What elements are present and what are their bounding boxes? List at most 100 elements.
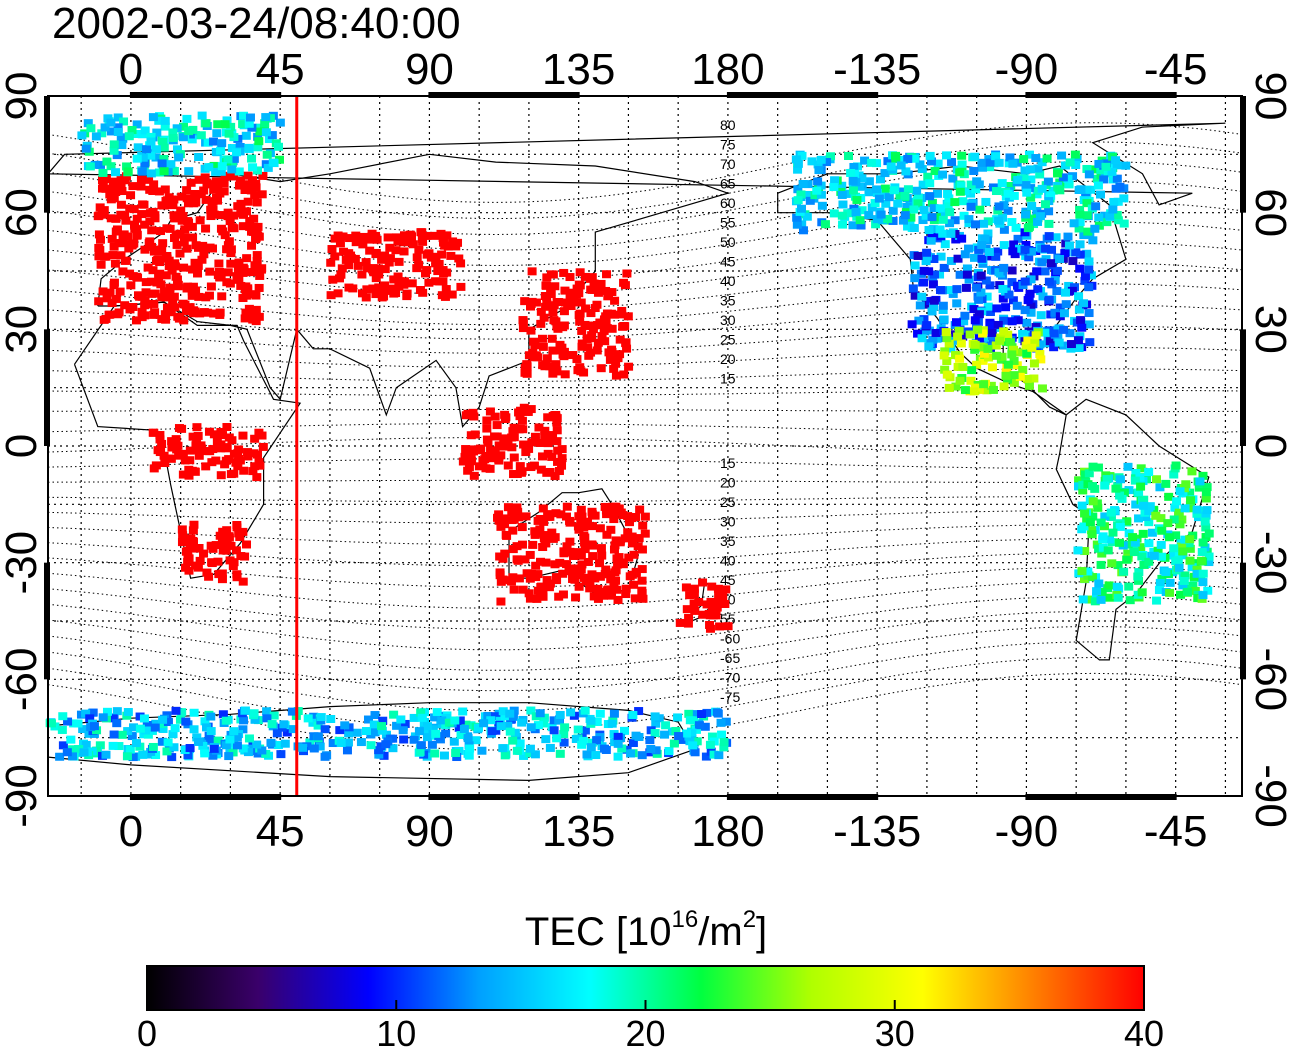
tec-cell-southeast-asia <box>469 445 479 454</box>
tec-cell-europe <box>177 192 187 201</box>
tec-cell-antarctica <box>183 751 193 760</box>
tec-cell-europe <box>201 195 211 204</box>
tec-cell-east-asia <box>610 296 620 305</box>
tec-cell-canada <box>1048 186 1058 195</box>
tec-cell-canada <box>810 191 820 200</box>
tec-cell-southeast-asia <box>508 427 518 436</box>
tec-cell-europe <box>145 185 155 194</box>
tec-cell-europe <box>107 299 117 308</box>
tec-cell-canada <box>812 186 822 195</box>
tec-cell-east-asia <box>588 325 598 334</box>
tec-cell-africa-north <box>231 458 241 467</box>
tec-cell-north-america <box>1008 247 1018 256</box>
tec-cell-south-america <box>1185 556 1195 565</box>
tec-cell-australia <box>601 565 611 574</box>
tec-cell-southeast-asia <box>483 438 493 447</box>
tec-cell-europe <box>218 227 228 236</box>
tec-cell-canada <box>956 181 966 190</box>
tec-cell-canada <box>797 204 807 213</box>
tec-cell-antarctica <box>141 726 151 735</box>
tec-cell-south-america <box>1103 546 1113 555</box>
tec-cell-north-america <box>1059 341 1069 350</box>
tec-cell-central-asia <box>437 250 447 259</box>
tec-cell-south-america <box>1133 576 1143 585</box>
tec-cell-south-america <box>1088 497 1098 506</box>
tec-cell-europe <box>242 254 252 263</box>
tec-cell-east-asia <box>560 286 570 295</box>
tec-cell-australia <box>603 586 613 595</box>
tec-cell-canada <box>864 188 874 197</box>
tec-cell-canada <box>909 224 919 233</box>
colorbar-label-exp1: 16 <box>671 906 699 933</box>
tec-cell-europe <box>157 315 167 324</box>
tec-cell-antarctica <box>181 717 191 726</box>
tec-cell-australia <box>577 560 587 569</box>
tec-cell-antarctica <box>388 734 398 743</box>
tec-cell-south-america <box>1185 504 1195 513</box>
tec-cell-antarctica <box>709 750 719 759</box>
tec-cell-central-asia <box>412 253 422 262</box>
tec-cell-antarctica <box>342 746 352 755</box>
tec-cell-canada <box>1053 169 1063 178</box>
tec-cell-north-america <box>936 252 946 261</box>
frame-tick-bar-top <box>726 92 879 98</box>
tec-cell-africa-north <box>156 446 166 455</box>
tec-cell-europe <box>182 244 192 253</box>
tec-cell-east-asia <box>611 359 621 368</box>
tec-cell-europe <box>206 282 216 291</box>
tec-cell-canada <box>903 185 913 194</box>
tec-cell-antarctica <box>533 721 543 730</box>
tec-cell-antarctica <box>344 729 354 738</box>
tec-cell-canada <box>822 158 832 167</box>
tec-cell-antarctica <box>326 714 336 723</box>
lon-tick-label-bottom: 135 <box>542 807 615 856</box>
tec-cell-north-america <box>1037 258 1047 267</box>
tec-cell-mexico <box>995 336 1005 345</box>
tec-cell-australia <box>635 505 645 514</box>
tec-cell-africa-north <box>216 471 226 480</box>
tec-cell-greenland-arctic <box>209 161 219 170</box>
tec-cell-africa-north <box>171 435 181 444</box>
tec-cell-europe <box>255 271 265 280</box>
tec-cell-africa-north <box>172 445 182 454</box>
tec-cell-central-asia <box>440 292 450 301</box>
tec-cell-australia <box>579 523 589 532</box>
tec-cell-canada <box>1082 199 1092 208</box>
tec-cell-central-asia <box>380 265 390 274</box>
tec-cell-australia <box>623 528 633 537</box>
lat-tick-label-right: 30 <box>1246 305 1292 354</box>
tec-cell-east-asia <box>575 268 585 277</box>
lat-tick-label-right: -60 <box>1246 648 1292 712</box>
tec-cell-europe <box>156 227 166 236</box>
tec-cell-east-asia <box>601 286 611 295</box>
tec-cell-southeast-asia <box>530 432 540 441</box>
tec-cell-north-america <box>1054 338 1064 347</box>
tec-cell-north-america <box>935 286 945 295</box>
lat-tick-label-right: 60 <box>1246 188 1292 237</box>
tec-cell-africa-south <box>242 540 252 549</box>
tec-cell-europe <box>162 254 172 263</box>
tec-cell-antarctica <box>660 730 670 739</box>
tec-cell-europe <box>180 233 190 242</box>
tec-cell-canada <box>1031 154 1041 163</box>
tec-cell-australia <box>611 576 621 585</box>
tec-cell-antarctica <box>628 738 638 747</box>
tec-cell-africa-south <box>195 556 205 565</box>
tec-cell-north-america <box>1040 267 1050 276</box>
tec-cell-greenland-arctic <box>255 127 265 136</box>
tec-cell-canada <box>826 152 836 161</box>
tec-cell-antarctica <box>128 752 138 761</box>
tec-cell-antarctica <box>650 712 660 721</box>
tec-cell-antarctica <box>634 707 644 716</box>
tec-cell-greenland-arctic <box>172 145 182 154</box>
tec-cell-europe <box>251 305 261 314</box>
tec-cell-southeast-asia <box>548 431 558 440</box>
tec-cell-central-asia <box>358 240 368 249</box>
tec-cell-greenland-arctic <box>273 142 283 151</box>
lon-tick-label-bottom: -135 <box>833 807 921 856</box>
tec-cell-east-asia <box>542 354 552 363</box>
tec-cell-central-asia <box>384 258 394 267</box>
tec-cell-north-america <box>1026 275 1036 284</box>
tec-cell-canada <box>1105 211 1115 220</box>
tec-cell-europe <box>107 234 117 243</box>
